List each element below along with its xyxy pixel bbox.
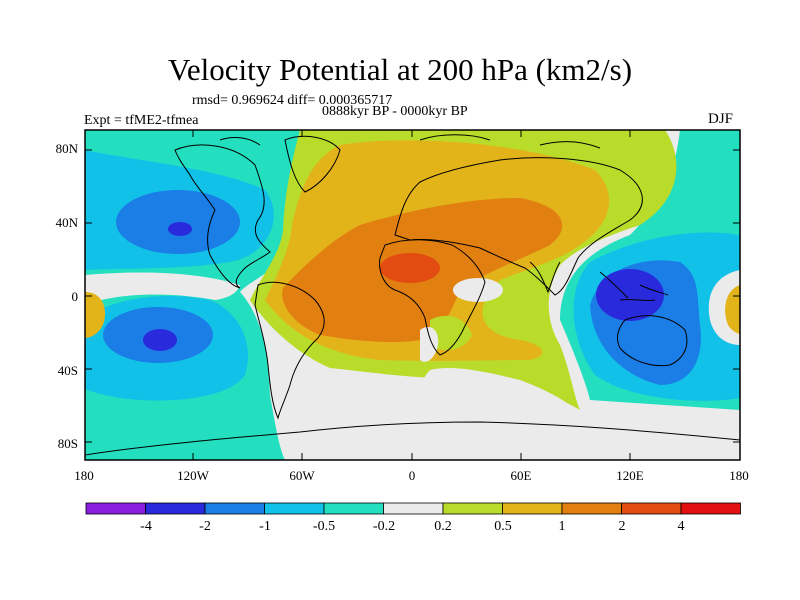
colorbar-swatch	[145, 502, 206, 515]
lon-label-180w: 180	[74, 468, 94, 483]
lon-label-0: 0	[408, 468, 416, 483]
lat-label-0: 0	[71, 289, 79, 304]
colorbar-label: 0.5	[494, 519, 512, 534]
coastlines	[85, 134, 740, 456]
south-africa-lime-wedge	[430, 315, 472, 351]
maritime-continent-coastline	[599, 271, 669, 302]
colorbar	[85, 502, 741, 515]
lat-label-40n: 40N	[55, 215, 78, 230]
lat-label-80n: 80N	[55, 141, 78, 156]
eurasia-coastline	[394, 157, 643, 296]
india-coastline	[529, 261, 561, 294]
colorbar-label: -4	[140, 519, 152, 534]
north-america-coastline	[174, 144, 271, 289]
contour-field	[85, 130, 740, 460]
south-america-coastline	[254, 281, 325, 420]
lon-label-120w: 120W	[177, 468, 209, 483]
colorbar-swatch	[85, 502, 146, 515]
colorbar-label: -2	[199, 519, 211, 534]
colorbar-label: -1	[259, 519, 271, 534]
lon-label-120e: 120E	[616, 468, 644, 483]
colorbar-swatch	[323, 502, 384, 515]
axis-ticks	[85, 130, 740, 460]
north-pacific-deep-low	[168, 222, 192, 236]
colorbar-swatch	[621, 502, 682, 515]
southern-ocean-neutral-tongue	[421, 368, 590, 425]
colorbar-swatch	[442, 502, 503, 515]
lon-label-60e: 60E	[510, 468, 532, 483]
south-atlantic-neutral-wedge	[420, 326, 439, 362]
lat-label-80s: 80S	[57, 436, 78, 451]
colorbar-swatch	[383, 502, 444, 515]
west-africa-max	[380, 253, 440, 283]
antarctica-coastline	[85, 421, 740, 456]
season-label: DJF	[708, 111, 734, 127]
indopacific-deep-low	[596, 269, 664, 321]
stats-text: rmsd= 0.969624 diff= 0.000365717	[192, 93, 393, 108]
colorbar-swatch	[680, 502, 741, 515]
lon-label-180e: 180	[729, 468, 749, 483]
colorbar-label: 0.2	[434, 519, 452, 534]
west-edge-gold-patch	[85, 292, 106, 338]
colorbar-swatch	[264, 502, 325, 515]
experiment-label: Expt = tfME2-tfmea	[84, 113, 199, 128]
period-text: 0888kyr BP - 0000kyr BP	[322, 104, 468, 119]
lat-label-40s: 40S	[57, 363, 78, 378]
arctic-islands-coastline	[219, 134, 601, 149]
colorbar-label: 1	[558, 519, 566, 534]
equatorial-neutral-band	[85, 272, 240, 305]
north-pacific-blue-low	[116, 190, 240, 254]
africa-coastline	[379, 239, 486, 356]
colorbar-swatch	[561, 502, 622, 515]
colorbar-label: -0.5	[312, 519, 336, 534]
colorbar-swatch	[502, 502, 563, 515]
south-pacific-deep-low	[143, 329, 177, 351]
greenland-coastline	[284, 135, 341, 193]
australia-coastline	[617, 315, 688, 367]
east-africa-neutral-patch	[453, 278, 503, 302]
colorbar-label: -0.2	[372, 519, 396, 534]
map-title: Velocity Potential at 200 hPa (km2/s)	[167, 52, 633, 87]
colorbar-swatch	[204, 502, 265, 515]
colorbar-label: 2	[618, 519, 626, 534]
east-pacific-gold-patch	[725, 285, 740, 334]
lon-label-60w: 60W	[289, 468, 315, 483]
colorbar-label: 4	[677, 519, 685, 534]
